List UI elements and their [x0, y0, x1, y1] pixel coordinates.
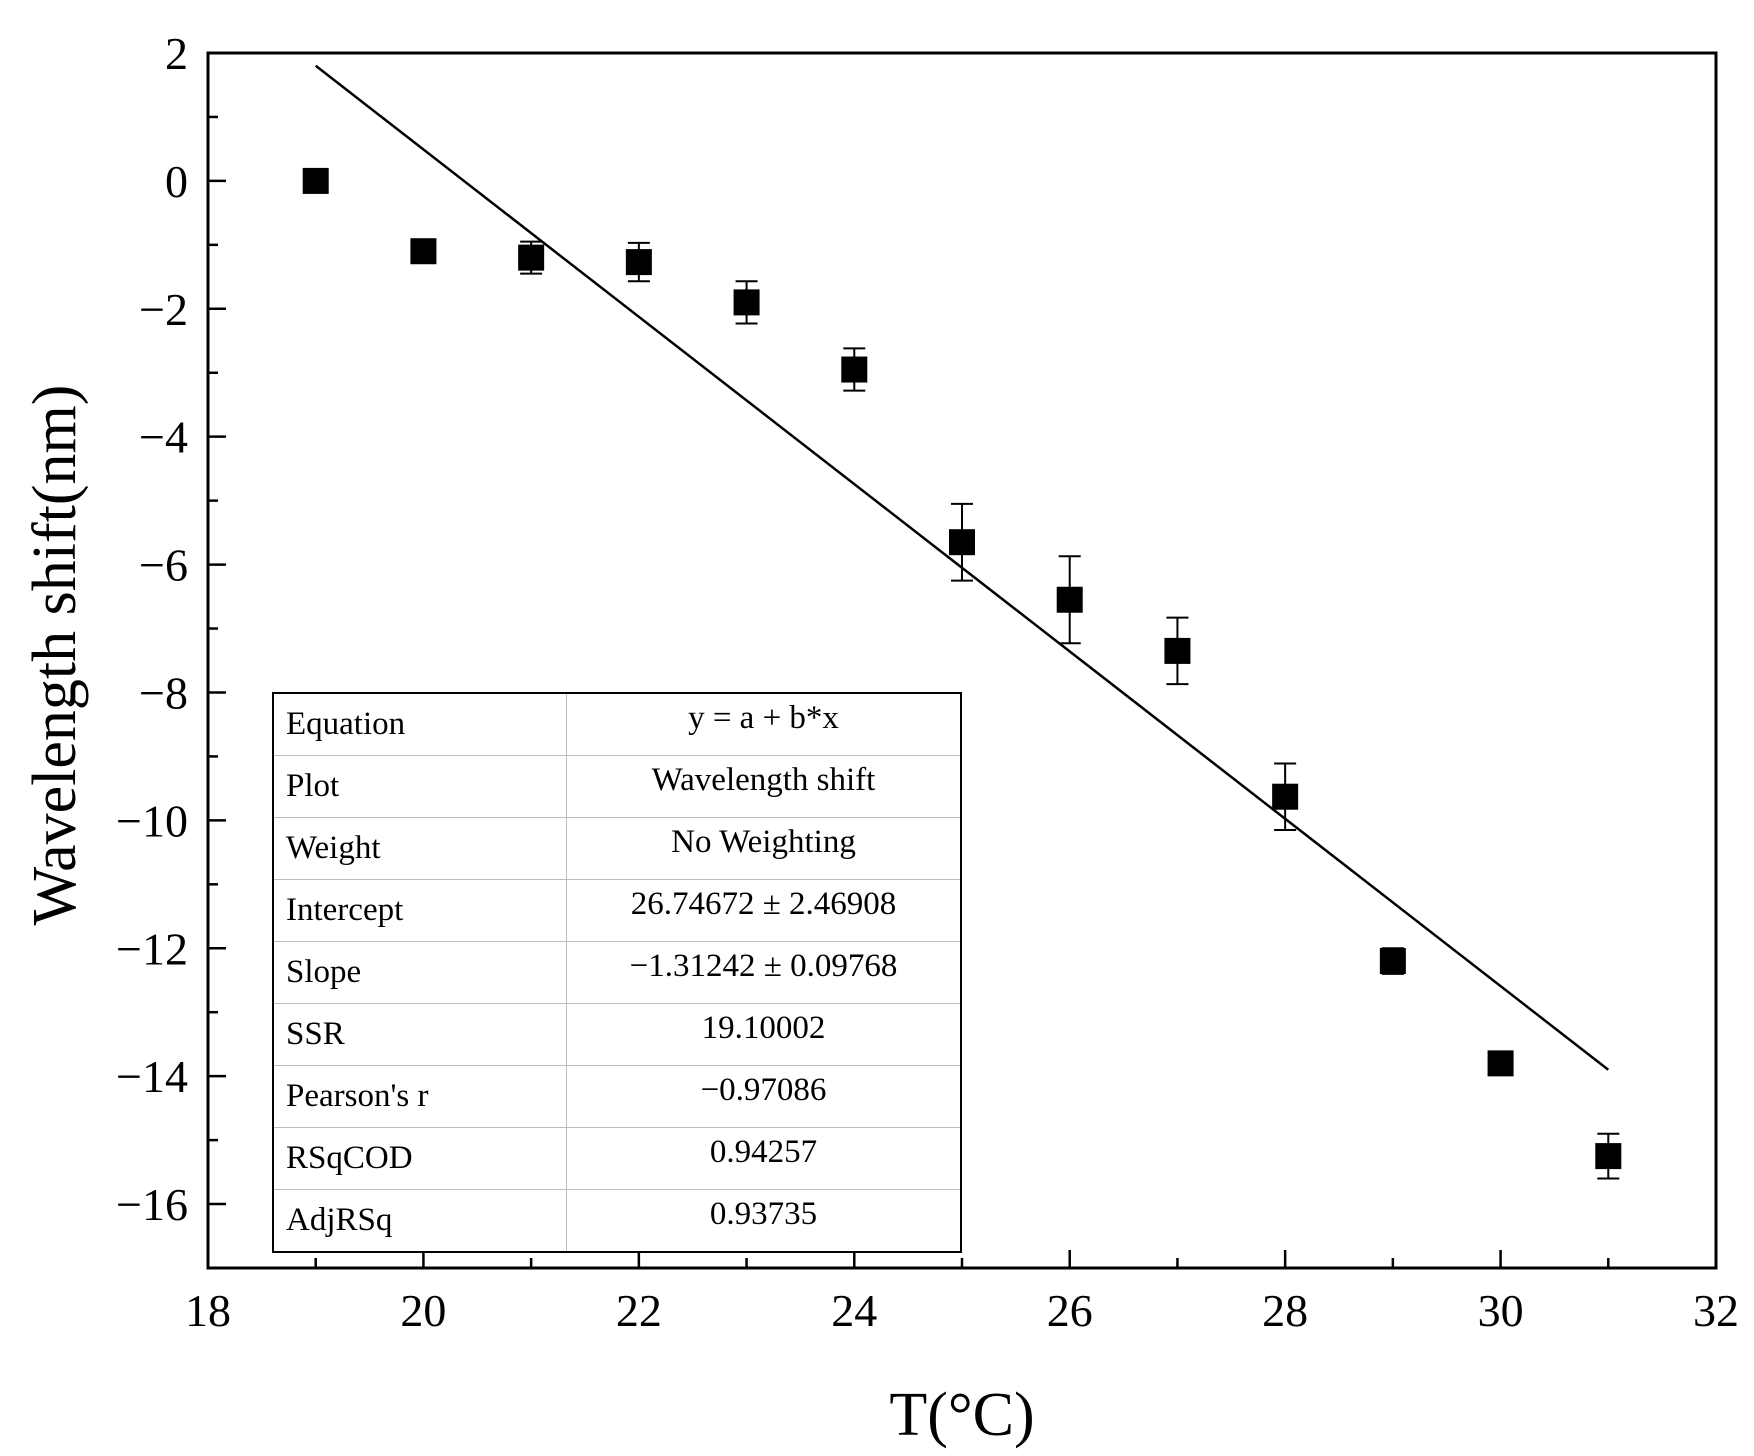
x-tick-label: 32	[1693, 1285, 1739, 1336]
stats-value: No Weighting	[566, 817, 962, 880]
data-point	[1595, 1143, 1622, 1170]
stats-key: AdjRSq	[272, 1189, 567, 1253]
stats-value: −1.31242 ± 0.09768	[566, 941, 962, 1004]
y-tick-label: 2	[165, 28, 188, 79]
stats-row: AdjRSq 0.93735	[272, 1189, 962, 1253]
stats-row: SSR 19.10002	[272, 1003, 962, 1066]
x-tick-label: 20	[400, 1285, 446, 1336]
stats-row: Equation y = a + b*x	[272, 692, 962, 756]
x-tick-label: 24	[831, 1285, 877, 1336]
y-tick-label: −8	[139, 667, 188, 718]
stats-value: Wavelength shift	[566, 755, 962, 818]
data-point	[518, 244, 545, 271]
x-tick-label: 30	[1478, 1285, 1524, 1336]
data-point	[302, 167, 329, 194]
data-points	[302, 167, 1622, 1180]
stats-key: RSqCOD	[272, 1127, 567, 1190]
stats-row: Slope −1.31242 ± 0.09768	[272, 941, 962, 1004]
data-point	[1272, 783, 1299, 810]
stats-key: Slope	[272, 941, 567, 1004]
stats-row: Weight No Weighting	[272, 817, 962, 880]
stats-key: SSR	[272, 1003, 567, 1066]
y-tick-label: −10	[116, 795, 188, 846]
stats-value: y = a + b*x	[566, 692, 962, 756]
stats-row: Intercept 26.74672 ± 2.46908	[272, 879, 962, 942]
stats-key: Equation	[272, 692, 567, 756]
stats-value: 19.10002	[566, 1003, 962, 1066]
stats-key: Intercept	[272, 879, 567, 942]
stats-value: 0.93735	[566, 1189, 962, 1253]
data-point	[1379, 948, 1406, 975]
y-tick-labels: 2 0 −2 −4 −6 −8 −10 −12 −14 −16	[116, 28, 188, 1230]
x-tick-labels: 18 20 22 24 26 28 30 32	[185, 1285, 1739, 1336]
data-point	[841, 356, 868, 383]
x-axis-title: T(°C)	[889, 1381, 1034, 1449]
x-tick-label: 26	[1047, 1285, 1093, 1336]
stats-value: 0.94257	[566, 1127, 962, 1190]
stats-key: Pearson's r	[272, 1065, 567, 1128]
data-point	[1487, 1050, 1514, 1077]
y-tick-label: −6	[139, 540, 188, 591]
fit-stats-table: Equation y = a + b*x Plot Wavelength shift W…	[272, 692, 962, 1253]
y-tick-label: −16	[116, 1179, 188, 1230]
y-tick-label: 0	[165, 156, 188, 207]
data-point	[1164, 637, 1191, 664]
data-point	[949, 529, 975, 556]
stats-row: RSqCOD 0.94257	[272, 1127, 962, 1190]
stats-value: 26.74672 ± 2.46908	[566, 879, 962, 942]
x-tick-label: 18	[185, 1285, 231, 1336]
stats-row: Plot Wavelength shift	[272, 755, 962, 818]
data-point	[1056, 586, 1083, 613]
stats-value: −0.97086	[566, 1065, 962, 1128]
data-point	[733, 289, 760, 316]
y-tick-label: −2	[139, 284, 188, 335]
y-tick-label: −14	[116, 1051, 188, 1102]
data-point	[410, 238, 437, 265]
y-tick-label: −12	[116, 923, 188, 974]
stats-key: Plot	[272, 755, 567, 818]
ticks	[206, 51, 1718, 1270]
x-tick-label: 22	[616, 1285, 662, 1336]
y-tick-label: −4	[139, 412, 188, 463]
y-axis-title: Wavelength shift(nm)	[21, 385, 89, 926]
x-tick-label: 28	[1262, 1285, 1308, 1336]
data-point	[625, 249, 652, 276]
stats-row: Pearson's r −0.97086	[272, 1065, 962, 1128]
stats-key: Weight	[272, 817, 567, 880]
